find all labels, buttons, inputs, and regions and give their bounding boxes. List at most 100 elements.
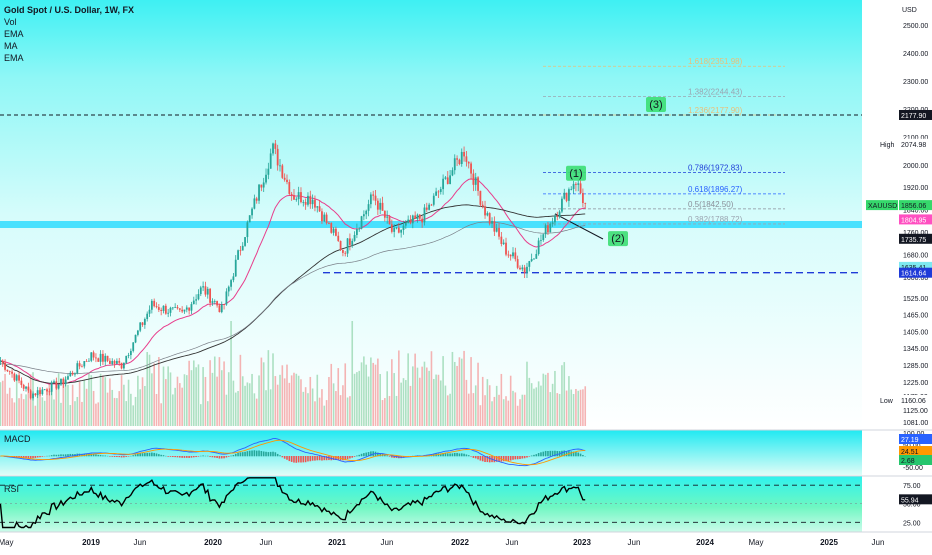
candle-body [41,390,43,395]
volume-bar [515,392,517,426]
candle-body [16,375,18,380]
rsi-tick-label: 75.00 [903,483,921,490]
candle-body [58,385,60,389]
volume-bar [79,382,81,426]
macd-histogram-bar [167,456,169,457]
volume-bar [431,351,433,426]
price-tick-label: 1125.00 [903,408,928,415]
candle-body [200,287,202,294]
volume-bar [256,399,258,426]
volume-bar [70,405,72,426]
volume-bar [223,361,225,426]
candle-body [514,252,516,259]
volume-bar [93,391,95,426]
candle-body [118,361,120,363]
candle-body [6,370,8,371]
candle-body [153,301,155,306]
candle-body [361,216,363,228]
macd-histogram-bar [97,455,99,456]
candle-body [386,217,388,218]
candle-body [472,174,474,185]
candle-body [151,301,153,310]
candle-body [323,215,325,222]
volume-bar [568,376,570,426]
volume-bar [307,393,309,426]
volume-bar [132,405,134,426]
candle-body [69,373,71,376]
candle-body [477,177,479,191]
volume-bar [118,391,120,426]
volume-bar [4,374,6,426]
candle-body [209,289,211,303]
volume-bar [219,357,221,426]
volume-bar [314,401,316,426]
macd-histogram-bar [291,456,293,462]
macd-histogram-bar [160,455,162,456]
candle-body [104,356,106,362]
volume-bar [123,385,125,426]
macd-histogram-bar [358,455,360,456]
macd-histogram-bar [475,456,477,458]
candle-body [226,291,228,304]
candle-body [559,212,561,217]
macd-histogram-bar [251,451,253,457]
macd-histogram-bar [202,455,204,456]
candle-body [461,152,463,164]
symbol-title[interactable]: Gold Spot / U.S. Dollar, 1W, FX [4,4,134,16]
candle-body [486,213,488,215]
candle-body [577,183,579,185]
macd-histogram-bar [30,456,32,458]
candle-body [489,213,491,224]
volume-bar [377,359,379,426]
volume-bar [449,394,451,426]
candle-body [417,215,419,219]
indicator-ema[interactable]: EMA [4,28,134,40]
candle-body [410,220,412,224]
volume-bar [566,391,568,426]
candle-body [563,193,565,199]
volume-bar [577,391,579,426]
indicator-vol[interactable]: Vol [4,16,134,28]
volume-bar [165,379,167,426]
candle-body [349,238,351,244]
candle-body [498,228,500,237]
macd-histogram-bar [289,456,291,461]
candle-body [552,222,554,224]
candle-body [202,286,204,287]
volume-bar [244,386,246,426]
indicator-ma[interactable]: MA [4,40,134,52]
volume-bar [445,386,447,426]
candle-body [260,185,262,188]
volume-bar [512,391,514,426]
candle-body [53,381,55,382]
macd-histogram-bar [56,455,58,457]
macd-histogram-bar [449,453,451,456]
macd-histogram-bar [303,456,305,462]
candle-body [382,203,384,211]
volume-bar [529,378,531,426]
volume-bar [181,388,183,426]
volume-bar [461,359,463,426]
macd-histogram-bar [139,453,141,456]
candle-body [384,211,386,218]
macd-histogram-bar [354,456,356,457]
macd-histogram-bar [473,456,475,458]
macd-histogram-bar [389,456,391,457]
volume-bar [540,386,542,426]
candle-body [30,390,32,398]
low-label: Low [880,398,894,405]
macd-histogram-bar [314,456,316,461]
volume-bar [42,397,44,426]
macd-histogram-bar [149,453,151,456]
candle-body [149,310,151,314]
volume-bar [496,386,498,426]
volume-bar [298,376,300,426]
candle-body [554,216,556,222]
indicator-ema-2[interactable]: EMA [4,52,134,64]
candle-body [333,229,335,233]
candle-body [510,255,512,256]
candle-body [11,372,13,374]
macd-histogram-bar [447,453,449,456]
